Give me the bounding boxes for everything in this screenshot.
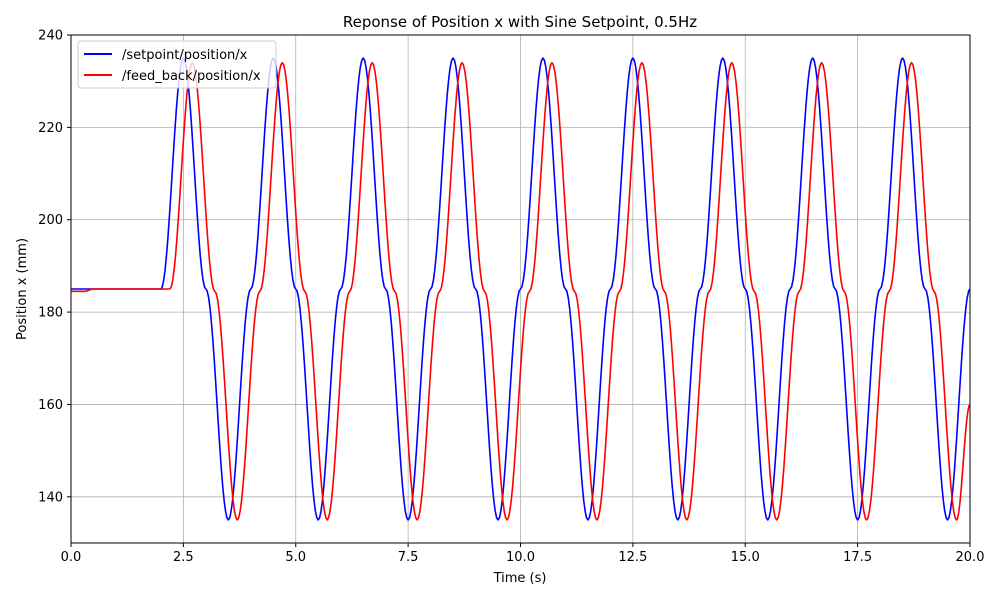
y-axis-ticks: 140 160 180 200 220 240 [38, 29, 71, 505]
x-tick-label: 12.5 [618, 550, 647, 565]
y-tick-label: 160 [38, 398, 63, 413]
legend-label-feedback: /feed_back/position/x [122, 69, 261, 84]
series-line-setpoint [71, 57, 970, 521]
x-axis-label: Time (s) [493, 571, 547, 586]
y-tick-label: 140 [38, 490, 63, 505]
x-tick-label: 17.5 [843, 550, 872, 565]
x-tick-label: 20.0 [956, 550, 985, 565]
y-tick-label: 200 [38, 213, 63, 228]
plot-frame [70, 34, 971, 544]
x-tick-label: 7.5 [398, 550, 419, 565]
series-group [71, 57, 970, 521]
x-tick-label: 15.0 [731, 550, 760, 565]
y-tick-label: 180 [38, 306, 63, 321]
y-tick-label: 220 [38, 121, 63, 136]
y-axis-label: Position x (mm) [15, 238, 30, 340]
x-tick-label: 2.5 [173, 550, 194, 565]
legend: /setpoint/position/x /feed_back/position… [77, 40, 277, 89]
x-tick-label: 10.0 [506, 550, 535, 565]
x-tick-label: 0.0 [61, 550, 82, 565]
legend-label-setpoint: /setpoint/position/x [122, 48, 248, 63]
x-tick-label: 5.0 [285, 550, 306, 565]
legend-box [77, 40, 277, 89]
y-tick-label: 240 [38, 29, 63, 44]
series-line-feedback [71, 61, 970, 521]
chart-title: Reponse of Position x with Sine Setpoint… [343, 13, 697, 31]
x-axis-ticks: 0.0 2.5 5.0 7.5 10.0 12.5 15.0 17.5 20.0 [61, 543, 985, 565]
